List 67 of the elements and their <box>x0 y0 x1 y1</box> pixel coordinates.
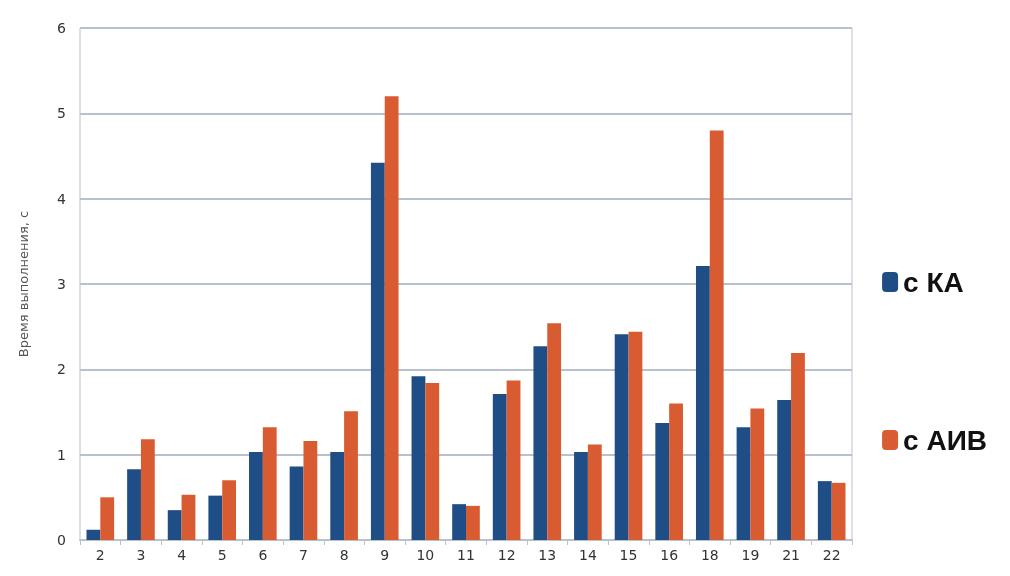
bar <box>344 411 358 540</box>
bar <box>574 452 588 540</box>
x-tick-label: 2 <box>95 547 105 563</box>
bar <box>222 480 237 540</box>
bar <box>466 505 480 540</box>
y-tick-label: 5 <box>57 105 66 122</box>
bar <box>777 400 792 540</box>
x-tick-label: 10 <box>416 547 435 563</box>
bar <box>100 497 115 540</box>
bar <box>303 441 318 540</box>
x-tick-label: 12 <box>497 547 516 563</box>
x-tick-label: 6 <box>258 547 268 563</box>
bar <box>587 444 602 540</box>
x-tick-label: 18 <box>700 547 719 563</box>
bar <box>167 510 182 540</box>
bar <box>249 452 263 540</box>
bar <box>655 423 670 540</box>
bar <box>831 482 846 540</box>
bar <box>669 403 683 540</box>
bar <box>452 504 466 540</box>
x-tick-label: 16 <box>660 547 679 563</box>
bar <box>709 130 724 540</box>
x-tick-label: 8 <box>339 547 349 563</box>
x-tick-label: 15 <box>619 547 638 563</box>
x-tick-label: 22 <box>822 547 841 563</box>
bar <box>181 494 196 540</box>
bar <box>817 481 832 540</box>
y-tick-label: 4 <box>57 190 67 207</box>
legend-label: с АИВ <box>903 424 987 456</box>
bar <box>370 162 385 540</box>
y-tick-label: 6 <box>57 20 67 36</box>
x-tick-label: 13 <box>538 547 557 563</box>
x-tick-label: 3 <box>136 547 146 563</box>
x-tick-label: 5 <box>217 547 227 563</box>
bar <box>140 439 155 540</box>
bar <box>330 452 345 540</box>
y-tick-label: 2 <box>57 361 66 378</box>
bar <box>411 376 426 540</box>
x-tick-label: 11 <box>457 547 475 563</box>
bar <box>262 427 277 540</box>
y-axis-title: Время выполнения, с <box>16 210 31 358</box>
bar <box>492 394 507 540</box>
bar <box>127 469 141 540</box>
y-tick-label: 3 <box>57 276 66 292</box>
x-tick-label: 4 <box>177 547 187 563</box>
bar <box>628 331 643 540</box>
bar <box>506 380 521 540</box>
bar <box>750 408 765 540</box>
bar <box>736 427 751 540</box>
x-tick-label: 9 <box>380 547 390 563</box>
x-tick-label: 21 <box>782 547 800 563</box>
x-tick-label: 14 <box>578 547 597 563</box>
legend-label: с КА <box>903 266 964 298</box>
x-tick-label: 19 <box>741 547 760 563</box>
bar <box>547 323 562 540</box>
bar <box>533 346 548 540</box>
bar <box>791 353 805 540</box>
bar <box>86 529 101 540</box>
bar <box>695 266 710 540</box>
bar <box>384 96 399 540</box>
y-tick-label: 0 <box>57 532 66 548</box>
bar <box>614 334 629 540</box>
bar <box>425 382 440 540</box>
y-tick-label: 1 <box>57 446 66 463</box>
bar <box>289 466 304 540</box>
x-tick-label: 7 <box>299 547 308 563</box>
bar <box>208 495 223 540</box>
